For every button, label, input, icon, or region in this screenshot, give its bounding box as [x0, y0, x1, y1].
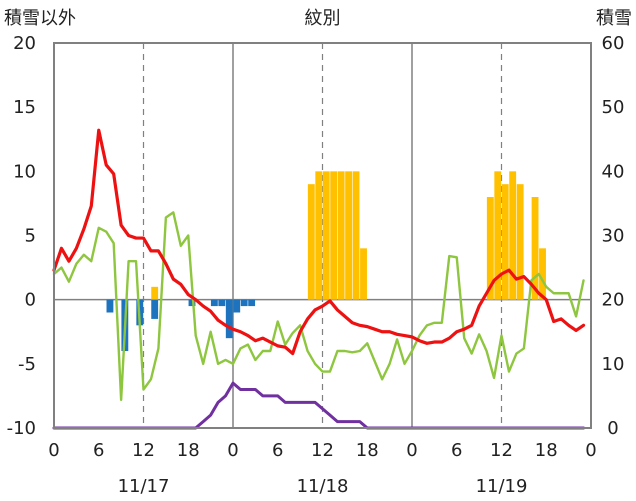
x-date-label: 11/17 — [118, 476, 170, 497]
x-hour-label: 12 — [311, 440, 334, 461]
left-tick-label: 0 — [25, 290, 36, 311]
precipitation-bar — [151, 286, 159, 300]
left-axis-label: 積雪以外 — [4, 8, 76, 29]
x-hour-label: 6 — [272, 440, 283, 461]
sunshine-bar — [210, 299, 218, 307]
right-tick-label: 10 — [602, 354, 625, 375]
right-tick-label: 0 — [607, 418, 618, 439]
precipitation-bar — [531, 197, 539, 300]
sunshine-bar — [218, 299, 226, 307]
sunshine-bar — [248, 299, 256, 307]
x-hour-label: 18 — [177, 440, 200, 461]
x-hour-label: 0 — [406, 440, 417, 461]
left-tick-label: 15 — [13, 97, 36, 118]
precipitation-bar — [501, 184, 509, 300]
plot-frame — [53, 42, 592, 429]
sunshine-bar — [106, 299, 114, 313]
right-tick-label: 50 — [602, 97, 625, 118]
x-hour-label: 6 — [451, 440, 462, 461]
x-hour-label: 18 — [535, 440, 558, 461]
x-date-label: 11/19 — [476, 476, 528, 497]
x-hour-label: 18 — [356, 440, 379, 461]
temperature-line — [52, 128, 586, 356]
precipitation-bar — [516, 184, 524, 300]
precipitation-bar — [330, 171, 338, 300]
precipitation-bar — [486, 197, 494, 300]
x-hour-label: 0 — [585, 440, 596, 461]
right-axis-label: 積雪 — [596, 8, 632, 29]
precipitation-bar — [307, 184, 315, 300]
precipitation-bar — [539, 248, 546, 300]
bar-series — [106, 171, 546, 351]
sunshine-bar — [151, 299, 159, 319]
snow_depth-line — [52, 381, 586, 430]
precipitation-bar — [509, 171, 517, 300]
right-tick-label: 60 — [602, 33, 625, 54]
chart-title: 紋別 — [305, 8, 341, 29]
right-tick-label: 20 — [602, 290, 625, 311]
right-tick-label: 30 — [602, 226, 625, 247]
left-tick-label: -10 — [7, 418, 36, 439]
right-tick-label: 40 — [602, 161, 625, 182]
sunshine-bar — [240, 299, 248, 307]
x-hour-label: 12 — [490, 440, 513, 461]
x-hour-label: 12 — [132, 440, 155, 461]
precipitation-bar — [494, 171, 502, 300]
wind-line — [52, 211, 585, 401]
left-tick-label: 10 — [13, 161, 36, 182]
left-tick-label: 20 — [13, 33, 36, 54]
left-tick-label: 5 — [25, 226, 36, 247]
x-date-label: 11/18 — [297, 476, 349, 497]
sunshine-bar — [233, 299, 241, 313]
left-tick-label: -5 — [18, 354, 36, 375]
precipitation-bar — [360, 248, 367, 300]
precipitation-bar — [337, 171, 345, 300]
precipitation-bar — [322, 171, 330, 300]
precipitation-bar — [352, 171, 360, 300]
grid-lines — [54, 43, 591, 428]
precipitation-bar — [345, 171, 353, 300]
sunshine-bar — [188, 299, 196, 307]
x-hour-label: 0 — [48, 440, 59, 461]
sunshine-bar — [225, 299, 233, 339]
x-hour-label: 6 — [93, 440, 104, 461]
x-hour-label: 0 — [227, 440, 238, 461]
precipitation-bar — [315, 171, 323, 300]
